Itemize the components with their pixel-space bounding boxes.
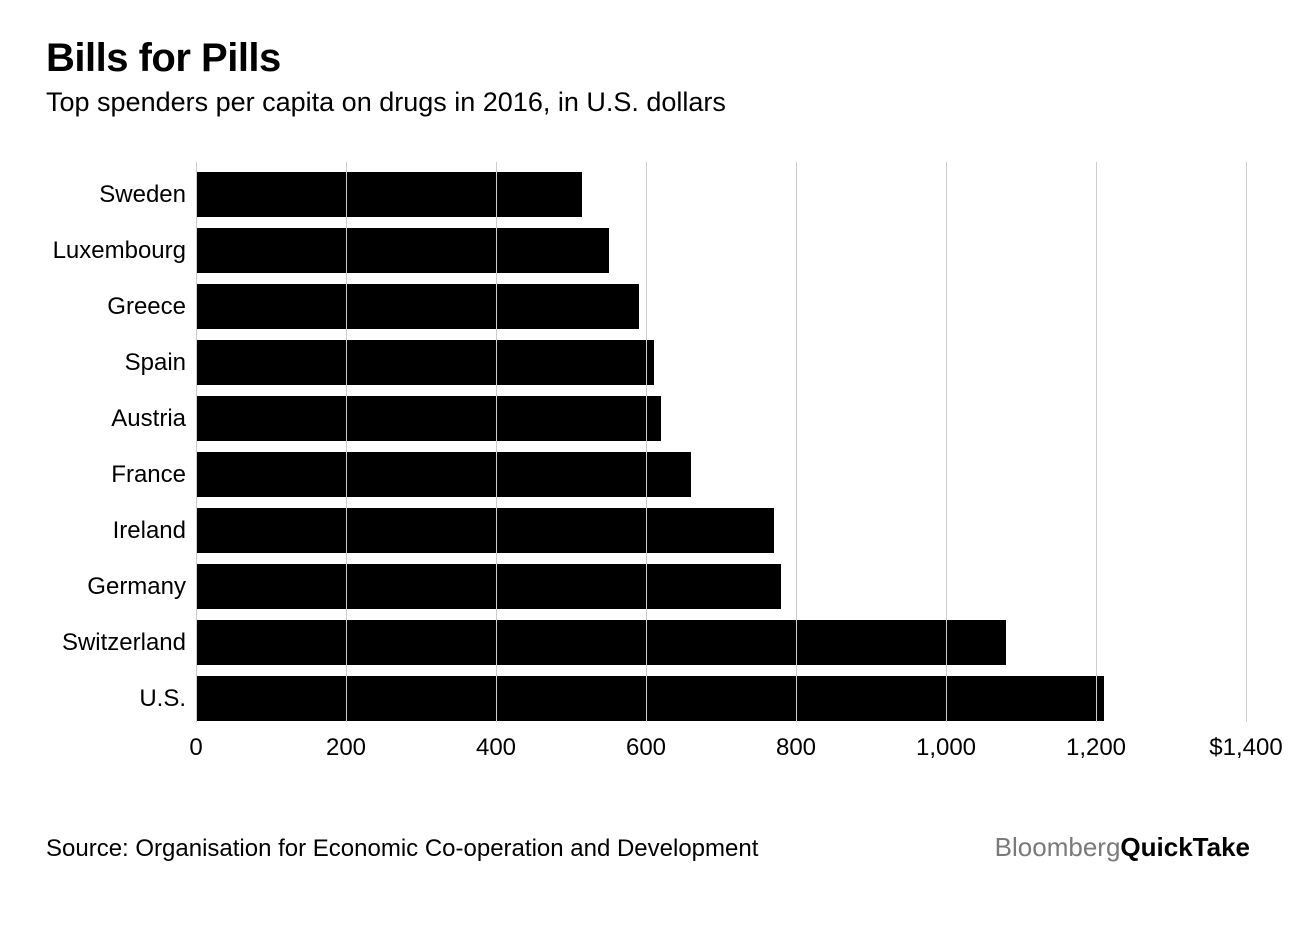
bar bbox=[196, 284, 639, 329]
y-category-label: Austria bbox=[46, 405, 196, 433]
bar bbox=[196, 340, 654, 385]
bar bbox=[196, 228, 609, 273]
x-tick-label: 200 bbox=[326, 734, 366, 762]
bar-track bbox=[196, 172, 1246, 217]
bar bbox=[196, 508, 774, 553]
footer: Source: Organisation for Economic Co-ope… bbox=[46, 832, 1250, 863]
brand-prefix: Bloomberg bbox=[995, 832, 1121, 862]
chart-subtitle: Top spenders per capita on drugs in 2016… bbox=[46, 87, 1250, 118]
bar bbox=[196, 172, 582, 217]
y-category-label: U.S. bbox=[46, 685, 196, 713]
gridline bbox=[346, 162, 347, 722]
x-tick-label: $1,400 bbox=[1209, 734, 1282, 762]
gridline bbox=[496, 162, 497, 722]
x-tick-label: 1,200 bbox=[1066, 734, 1126, 762]
gridline bbox=[796, 162, 797, 722]
source-text: Source: Organisation for Economic Co-ope… bbox=[46, 835, 758, 863]
brand: BloombergQuickTake bbox=[995, 832, 1250, 863]
x-tick-label: 400 bbox=[476, 734, 516, 762]
bar bbox=[196, 452, 691, 497]
y-category-label: Greece bbox=[46, 293, 196, 321]
bar-track bbox=[196, 452, 1246, 497]
bar-track bbox=[196, 564, 1246, 609]
y-category-label: Switzerland bbox=[46, 629, 196, 657]
gridline bbox=[1096, 162, 1097, 722]
gridline bbox=[646, 162, 647, 722]
chart-area: Sweden Luxembourg Greece Spain Austria France… bbox=[46, 162, 1246, 782]
bar-track bbox=[196, 508, 1246, 553]
brand-bold: QuickTake bbox=[1120, 832, 1250, 862]
x-tick-label: 0 bbox=[189, 734, 202, 762]
x-tick-label: 800 bbox=[776, 734, 816, 762]
plot-area: Sweden Luxembourg Greece Spain Austria France… bbox=[46, 162, 1246, 722]
chart-container: Bills for Pills Top spenders per capita … bbox=[0, 0, 1296, 932]
gridline bbox=[1246, 162, 1247, 722]
bar bbox=[196, 564, 781, 609]
bar-track bbox=[196, 340, 1246, 385]
bar-track bbox=[196, 620, 1246, 665]
bar-track bbox=[196, 396, 1246, 441]
y-category-label: Germany bbox=[46, 573, 196, 601]
y-category-label: Luxembourg bbox=[46, 237, 196, 265]
bar bbox=[196, 676, 1104, 721]
bar-track bbox=[196, 284, 1246, 329]
chart-title: Bills for Pills bbox=[46, 36, 1250, 81]
y-category-label: France bbox=[46, 461, 196, 489]
bar bbox=[196, 396, 661, 441]
y-category-label: Spain bbox=[46, 349, 196, 377]
x-tick-label: 600 bbox=[626, 734, 666, 762]
bar bbox=[196, 620, 1006, 665]
bar-track bbox=[196, 676, 1246, 721]
gridline bbox=[946, 162, 947, 722]
x-axis: 02004006008001,0001,200$1,400 bbox=[46, 722, 1246, 782]
x-tick-label: 1,000 bbox=[916, 734, 976, 762]
y-category-label: Sweden bbox=[46, 181, 196, 209]
y-category-label: Ireland bbox=[46, 517, 196, 545]
gridline bbox=[196, 162, 197, 722]
bar-track bbox=[196, 228, 1246, 273]
